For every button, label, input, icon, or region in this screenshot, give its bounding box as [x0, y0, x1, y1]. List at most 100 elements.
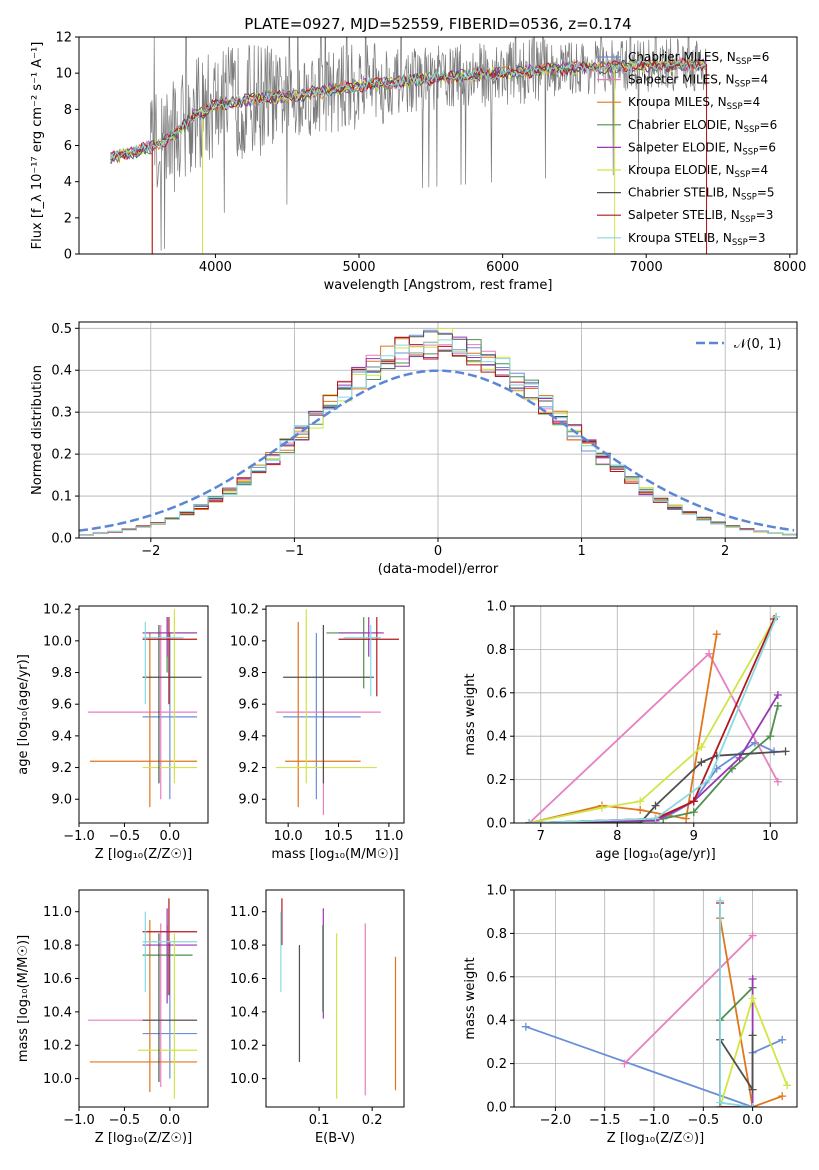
- y-tick-label: 10.0: [230, 1072, 259, 1087]
- weight-marker: [716, 1098, 725, 1107]
- weight-marker: [697, 758, 706, 767]
- legend-label: Salpeter STELIB, NSSP=3: [628, 208, 773, 225]
- y-tick-label: 12: [55, 31, 72, 46]
- y-tick-label: 10.6: [43, 972, 72, 987]
- x-axis-label: Z [log₁₀(Z/Z☉)]: [95, 847, 192, 862]
- y-tick-label: 10.8: [230, 939, 259, 954]
- weight-marker: [651, 814, 660, 823]
- y-tick-label: 9.6: [51, 698, 72, 713]
- y-axis-label: Normed distribution: [30, 365, 45, 495]
- x-tick-label: 6000: [486, 260, 519, 275]
- weight-marker: [773, 777, 782, 786]
- histogram-salpeter-stelib: [79, 337, 797, 536]
- y-tick-label: 0.4: [51, 364, 72, 379]
- frame-age_vs_Z: −1.0 −0.5 0.0 9.0 9.2 9.4 9.6 9.8 10.0 10.2 Z [log…: [16, 603, 209, 862]
- x-tick-label: −1: [285, 544, 304, 559]
- x-tick-label: −1.5: [589, 1113, 621, 1128]
- weight-marker: [651, 801, 660, 810]
- x-tick-label: −2.0: [540, 1113, 572, 1128]
- x-tick-label: 0.0: [160, 829, 181, 844]
- weight-marker: [748, 1085, 757, 1094]
- legend-label: Salpeter ELODIE, NSSP=6: [628, 140, 776, 157]
- weight-marker: [636, 797, 645, 806]
- y-tick-label: 10.0: [43, 1072, 72, 1087]
- legend-label: Kroupa MILES, NSSP=4: [628, 95, 760, 112]
- y-tick-label: 10.0: [43, 634, 72, 649]
- spectrum-model-line: [110, 57, 706, 162]
- weight-line: [529, 750, 786, 823]
- x-tick-label: 0.2: [362, 1113, 383, 1128]
- y-axis-label: age [log₁₀(age/yr)]: [16, 654, 31, 775]
- x-axis-label: (data-model)/error: [378, 562, 499, 577]
- y-tick-label: 1.0: [486, 600, 507, 615]
- x-axis-label: wavelength [Angstrom, rest frame]: [324, 278, 553, 293]
- x-tick-label: 8000: [773, 260, 806, 275]
- weight-marker: [716, 896, 725, 905]
- x-tick-label: 0: [434, 544, 442, 559]
- legend-label: Salpeter MILES, NSSP=4: [628, 73, 768, 90]
- figure-title: PLATE=0927, MJD=52559, FIBERID=0536, z=0…: [244, 15, 631, 33]
- y-tick-label: 9.4: [51, 729, 72, 744]
- weight-marker: [748, 931, 757, 940]
- spectrum-data-line: [110, 37, 707, 251]
- x-axis-label: E(B-V): [315, 1131, 355, 1146]
- y-tick-label: 0.2: [486, 773, 507, 788]
- weight-marker: [748, 994, 757, 1003]
- plot-frame: [265, 605, 405, 824]
- x-tick-label: 1: [577, 544, 585, 559]
- y-tick-label: 0.8: [486, 927, 507, 942]
- weight-marker: [783, 1081, 792, 1090]
- x-tick-label: 5000: [342, 260, 375, 275]
- chart-layer: 4000 5000 6000 7000 8000024681012wavelength …: [16, 31, 806, 1147]
- weight-marker: [712, 630, 721, 639]
- y-tick-label: 0.2: [486, 1057, 507, 1072]
- weight-marker: [689, 797, 698, 806]
- weight-marker: [689, 808, 698, 817]
- y-axis-label: mass weight: [463, 957, 478, 1039]
- weight-marker: [697, 743, 706, 752]
- y-tick-label: 10.8: [43, 939, 72, 954]
- y-tick-label: 9.8: [51, 666, 72, 681]
- weight-marker: [778, 1092, 787, 1101]
- plot-frame: [513, 889, 798, 1108]
- y-tick-label: 0.0: [486, 1101, 507, 1116]
- residuals-plot-area: [79, 328, 797, 536]
- mass_vs_ebv-plot-area: [280, 898, 397, 1099]
- weight-marker: [766, 732, 775, 741]
- spectrum-plot-area: [110, 37, 708, 254]
- weight_vs_Z-plot-area: [521, 896, 792, 1107]
- plot-frame: [265, 889, 405, 1108]
- age_vs_Z-plot-area: [88, 609, 202, 808]
- histogram-chabrier-stelib: [79, 331, 797, 536]
- legend-label: Chabrier MILES, NSSP=6: [628, 50, 769, 67]
- legend-label: Chabrier ELODIE, NSSP=6: [628, 118, 777, 135]
- x-tick-label: 7000: [630, 260, 663, 275]
- x-tick-label: −2: [141, 544, 160, 559]
- y-tick-label: 0.4: [486, 1014, 507, 1029]
- weight-marker: [773, 701, 782, 710]
- x-tick-label: 9: [690, 829, 698, 844]
- y-tick-label: 0: [64, 248, 72, 263]
- x-tick-label: −1.0: [63, 829, 95, 844]
- y-tick-label: 10.2: [230, 1039, 259, 1054]
- weight-marker: [636, 805, 645, 814]
- x-tick-label: −0.5: [109, 1113, 141, 1128]
- y-tick-label: 9.8: [238, 666, 259, 681]
- frame-mass_vs_ebv: 0.1 0.2 10.0 10.2 10.4 10.6 10.8 11.0 E(B-V): [230, 889, 405, 1146]
- y-tick-label: 0.8: [486, 643, 507, 658]
- y-tick-label: 1.0: [486, 884, 507, 899]
- frame-residuals: −2 −1 0 1 2 0.0 0.1 0.2 0.3 0.4 0.5 (data-model)/er…: [30, 321, 798, 577]
- weight-marker: [748, 1103, 757, 1107]
- y-tick-label: 0.6: [486, 970, 507, 985]
- y-tick-label: 9.0: [51, 793, 72, 808]
- x-tick-label: 8: [613, 829, 621, 844]
- y-tick-label: 10: [55, 67, 72, 82]
- weight-line: [623, 934, 754, 1065]
- y-tick-label: 10.4: [230, 1005, 259, 1020]
- x-tick-label: 0.0: [160, 1113, 181, 1128]
- plot-frame: [513, 605, 798, 824]
- weight-line: [719, 918, 783, 1107]
- y-axis-label: mass weight: [463, 673, 478, 755]
